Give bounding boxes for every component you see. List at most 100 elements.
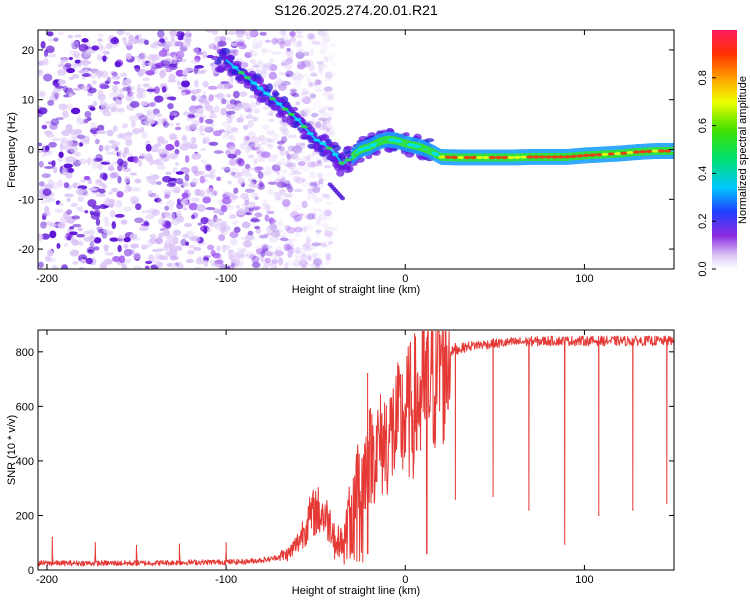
spectrogram-y-tick-label: 0 <box>28 145 34 157</box>
noise-blob <box>311 242 322 247</box>
noise-blob <box>233 187 239 194</box>
noise-blob <box>40 90 46 98</box>
noise-blob <box>295 101 300 106</box>
noise-blob <box>102 259 113 265</box>
noise-blob <box>93 246 100 251</box>
noise-blob <box>103 244 110 250</box>
noise-blob <box>129 91 135 95</box>
noise-blob <box>325 127 330 133</box>
noise-blob <box>280 30 287 35</box>
noise-blob <box>255 68 261 73</box>
noise-blob <box>267 137 273 143</box>
noise-blob <box>181 168 188 173</box>
noise-blob <box>94 178 104 186</box>
noise-blob <box>116 190 124 198</box>
track-hotspot <box>269 97 277 101</box>
noise-blob <box>312 259 323 267</box>
snr-spike-point <box>178 543 181 545</box>
noise-blob <box>114 61 121 68</box>
noise-blob <box>244 188 255 193</box>
noise-blob <box>233 226 241 233</box>
noise-blob <box>282 59 293 66</box>
noise-blob <box>40 221 47 229</box>
noise-blob <box>301 155 311 164</box>
track-hotspot <box>388 138 396 142</box>
noise-blob <box>57 179 63 188</box>
noise-blob <box>208 94 214 102</box>
noise-blob <box>229 238 238 246</box>
noise-blob <box>106 129 114 137</box>
noise-blob <box>286 161 297 170</box>
noise-blob <box>156 165 167 170</box>
track-hotspot <box>614 152 622 156</box>
noise-blob <box>311 112 319 118</box>
noise-blob <box>143 220 149 226</box>
noise-blob <box>161 117 168 125</box>
noise-blob <box>273 133 280 141</box>
noise-blob <box>292 170 303 175</box>
noise-blob <box>312 181 321 187</box>
noise-blob <box>202 98 211 105</box>
noise-blob <box>279 40 286 49</box>
noise-blob <box>302 112 308 118</box>
noise-blob <box>140 101 149 106</box>
noise-blob <box>326 237 334 245</box>
noise-blob <box>175 122 181 126</box>
noise-blob <box>229 196 236 202</box>
track-hotspot <box>331 152 339 157</box>
noise-blob <box>320 241 326 246</box>
noise-blob <box>112 125 118 132</box>
noise-blob <box>66 197 71 202</box>
track-hotspot <box>413 144 421 148</box>
noise-blob <box>126 85 132 94</box>
noise-blob <box>307 255 312 261</box>
noise-blob <box>102 173 108 181</box>
noise-blob <box>279 42 285 50</box>
noise-blob <box>181 91 186 96</box>
noise-blob <box>293 250 304 255</box>
noise-blob <box>125 95 132 100</box>
noise-blob <box>320 193 327 198</box>
noise-blob <box>210 249 216 257</box>
noise-blob <box>287 144 297 152</box>
noise-blob <box>67 34 74 39</box>
track-hotspot <box>526 155 534 159</box>
noise-blob <box>72 182 78 189</box>
noise-blob <box>82 59 89 65</box>
noise-blob <box>287 185 293 191</box>
noise-blob <box>297 73 304 81</box>
snr-x-axis-label: Height of straight line (km) <box>292 585 420 597</box>
noise-blob <box>38 160 44 168</box>
noise-blob <box>257 39 264 45</box>
noise-blob <box>222 134 232 139</box>
noise-blob <box>195 88 202 94</box>
noise-blob <box>81 76 86 80</box>
noise-blob <box>226 110 236 115</box>
noise-blob <box>77 227 83 232</box>
noise-blob <box>301 165 311 172</box>
noise-blob <box>58 103 68 111</box>
noise-blob <box>105 151 115 155</box>
noise-blob <box>293 41 302 48</box>
noise-blob <box>301 142 306 150</box>
noise-blob <box>163 42 170 50</box>
noise-blob <box>260 255 265 263</box>
noise-blob <box>38 60 45 66</box>
noise-blob <box>144 214 155 220</box>
noise-blob <box>292 145 303 154</box>
noise-blob <box>294 204 301 212</box>
noise-blob <box>209 171 216 180</box>
noise-blob <box>287 70 293 74</box>
noise-blob <box>270 262 278 269</box>
noise-blob <box>225 266 231 269</box>
snr-series-line <box>38 330 674 567</box>
noise-blob <box>205 164 212 171</box>
track-hotspot <box>356 147 364 152</box>
noise-blob <box>213 45 220 51</box>
noise-blob <box>68 56 73 61</box>
track-hotspot <box>570 154 578 158</box>
noise-blob <box>124 31 131 36</box>
noise-blob <box>238 91 248 97</box>
noise-blob <box>244 200 250 206</box>
noise-blob <box>50 197 56 203</box>
